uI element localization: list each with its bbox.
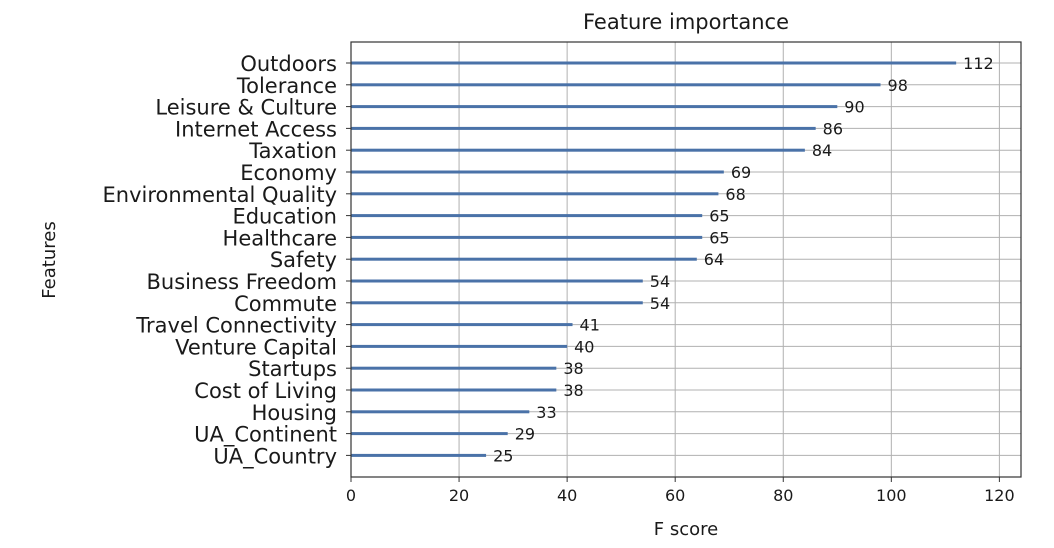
value-label: 90 (844, 98, 864, 117)
x-axis-label: F score (654, 519, 718, 540)
bar (351, 214, 703, 218)
y-tick-label: Healthcare (223, 226, 337, 250)
value-label: 29 (515, 425, 535, 444)
bar (351, 432, 508, 436)
bar (351, 301, 643, 305)
x-tick-label: 100 (876, 486, 907, 505)
y-tick-label: Travel Connectivity (135, 314, 337, 338)
y-tick-label: Environmental Quality (102, 183, 337, 207)
value-label: 38 (563, 359, 583, 378)
y-tick-label: Education (232, 205, 337, 229)
bar (351, 453, 487, 457)
x-tick-label: 40 (557, 486, 577, 505)
bar (351, 170, 724, 174)
value-label: 98 (888, 76, 908, 95)
y-tick-label: Business Freedom (147, 270, 337, 294)
y-tick-label: Internet Access (175, 117, 337, 141)
y-tick-label: Safety (270, 248, 337, 272)
y-tick-label: UA_Country (213, 444, 337, 469)
value-label: 86 (823, 119, 843, 138)
y-tick-label: Venture Capital (175, 335, 337, 359)
value-label: 38 (563, 381, 583, 400)
x-tick-label: 80 (773, 486, 793, 505)
bar (351, 366, 557, 370)
value-label: 84 (812, 141, 832, 160)
y-tick-label: Taxation (248, 139, 337, 163)
x-tick-label: 0 (346, 486, 356, 505)
bars (351, 61, 957, 457)
bar (351, 235, 703, 239)
value-label: 54 (650, 272, 670, 291)
y-tick-label: Economy (240, 161, 337, 185)
y-tick-label: Leisure & Culture (155, 96, 337, 120)
y-tick-label: Tolerance (236, 74, 337, 98)
value-label: 65 (709, 228, 729, 247)
bar (351, 148, 805, 152)
value-label: 33 (536, 403, 556, 422)
value-label: 54 (650, 294, 670, 313)
y-tick-label: Cost of Living (194, 379, 337, 403)
bar (351, 388, 557, 392)
bar (351, 257, 697, 261)
y-tick-label: Housing (252, 401, 337, 425)
bar (351, 410, 530, 414)
value-label: 64 (704, 250, 724, 269)
bar (351, 83, 881, 87)
value-label: 112 (963, 54, 994, 73)
bar (351, 192, 719, 196)
chart-title: Feature importance (583, 10, 789, 34)
y-tick-label: Startups (248, 357, 337, 381)
value-label: 40 (574, 337, 594, 356)
bar (351, 279, 643, 283)
bar (351, 323, 573, 327)
x-ticks: 0 20 40 60 80 100 120 (346, 477, 1015, 505)
y-tick-label: Outdoors (240, 52, 337, 76)
value-label: 68 (725, 185, 745, 204)
bar (351, 344, 568, 348)
y-tick-label: Commute (234, 292, 337, 316)
x-tick-label: 120 (984, 486, 1015, 505)
x-tick-label: 20 (449, 486, 469, 505)
bar (351, 61, 957, 65)
bar (351, 105, 838, 109)
value-label: 41 (580, 316, 600, 335)
x-tick-label: 60 (665, 486, 685, 505)
bar (351, 126, 816, 130)
value-label: 65 (709, 207, 729, 226)
y-axis-label: Features (39, 221, 60, 298)
value-label: 25 (493, 446, 513, 465)
value-label: 69 (731, 163, 751, 182)
y-tick-label: UA_Continent (194, 423, 337, 448)
